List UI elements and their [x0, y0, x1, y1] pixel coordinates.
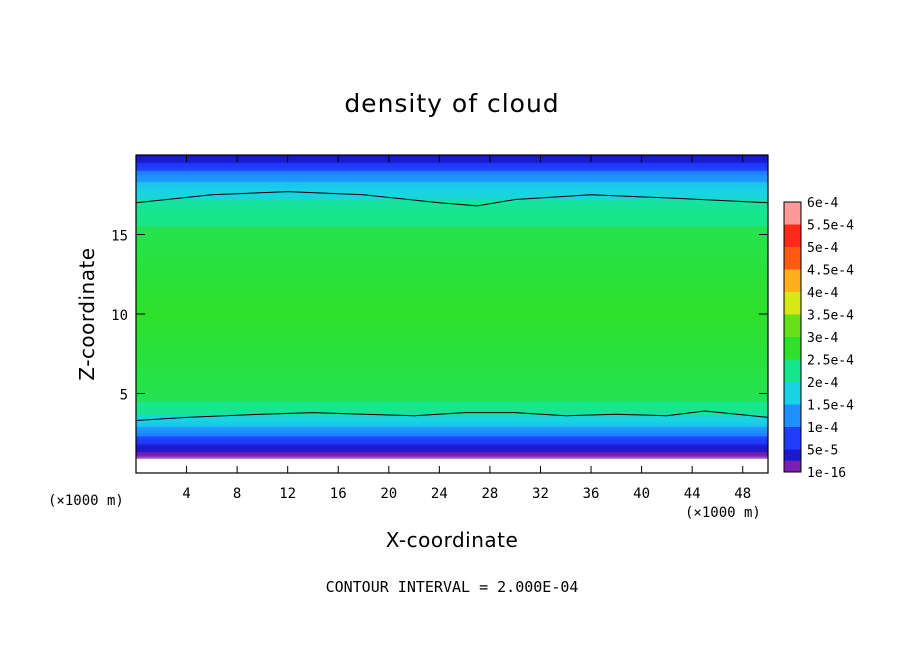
- colorbar-swatch: [784, 427, 801, 450]
- colorbar-frame: [783, 201, 802, 473]
- colorbar-swatch: [784, 359, 801, 383]
- colorbar-label: 1e-16: [807, 466, 846, 481]
- colorbar-swatch: [784, 314, 801, 338]
- density-band-10: [136, 444, 768, 453]
- colorbar-label: 1.5e-4: [807, 399, 854, 414]
- colorbar-label: 4e-4: [807, 286, 838, 301]
- x-tick-label: 24: [431, 486, 448, 502]
- density-band-11: [136, 452, 768, 459]
- colorbar-swatch: [784, 404, 801, 428]
- contour-line-0: [136, 191, 768, 207]
- contour-interval-note: CONTOUR INTERVAL = 2.000E-04: [326, 578, 579, 596]
- density-band-3: [136, 182, 768, 200]
- x-tick-label: 12: [279, 486, 296, 502]
- y-tick-label: 15: [111, 229, 128, 245]
- x-tick-label: 40: [633, 486, 650, 502]
- colorbar-swatch: [784, 269, 801, 293]
- density-band-7: [136, 415, 768, 427]
- density-band-8: [136, 426, 768, 437]
- chart-title: density of cloud: [344, 89, 559, 118]
- colorbar-label: 5e-4: [807, 241, 838, 256]
- colorbar-swatch: [784, 460, 801, 472]
- colorbar-swatch: [784, 202, 801, 225]
- contour-line-1: [136, 410, 768, 421]
- colorbar-swatch: [784, 224, 801, 248]
- density-band-5: [136, 226, 768, 402]
- colorbar-label: 1e-4: [807, 421, 838, 436]
- colorbar-label: 3e-4: [807, 331, 838, 346]
- y-tick-label: 5: [120, 388, 128, 404]
- density-band-1: [136, 162, 768, 171]
- colorbar-label: 4.5e-4: [807, 264, 854, 279]
- y-axis-unit: (×1000 m): [48, 493, 124, 509]
- density-band-0: [136, 155, 768, 163]
- density-band-2: [136, 170, 768, 183]
- density-band-6: [136, 401, 768, 416]
- x-axis-unit: (×1000 m): [685, 505, 761, 521]
- colorbar-swatch: [784, 292, 801, 315]
- x-tick-label: 4: [182, 486, 190, 502]
- colorbar-label: 2.5e-4: [807, 354, 854, 369]
- colorbar-label: 3.5e-4: [807, 309, 854, 324]
- colorbar-label: 2e-4: [807, 376, 838, 391]
- x-tick-label: 28: [481, 486, 498, 502]
- colorbar-swatch: [784, 247, 801, 270]
- x-tick-label: 16: [330, 486, 347, 502]
- colorbar-label: 5.5e-4: [807, 219, 854, 234]
- x-tick-label: 36: [583, 486, 600, 502]
- x-tick-label: 44: [684, 486, 701, 502]
- x-tick-label: 32: [532, 486, 549, 502]
- x-tick-label: 48: [734, 486, 751, 502]
- colorbar-swatch: [784, 382, 801, 405]
- x-axis-label: X-coordinate: [386, 528, 519, 552]
- x-tick-label: 20: [380, 486, 397, 502]
- density-band-9: [136, 436, 768, 445]
- y-axis-ticks: 5 10 15: [111, 229, 768, 404]
- y-tick-label: 10: [111, 308, 128, 324]
- x-axis-ticks: 4 8 12 16 20 24 28 32 36 40 44 48: [182, 155, 751, 502]
- colorbar-label: 6e-4: [807, 196, 838, 211]
- colorbar-swatch: [784, 337, 801, 360]
- colorbar: 6e-4 5.5e-4 5e-4 4.5e-4 4e-4 3.5e-4 3e-4 2.5e-4…: [783, 196, 854, 481]
- x-tick-label: 8: [233, 486, 241, 502]
- colorbar-label: 5e-5: [807, 444, 838, 459]
- contour-lines: [136, 191, 768, 421]
- y-axis-label: Z-coordinate: [75, 247, 99, 380]
